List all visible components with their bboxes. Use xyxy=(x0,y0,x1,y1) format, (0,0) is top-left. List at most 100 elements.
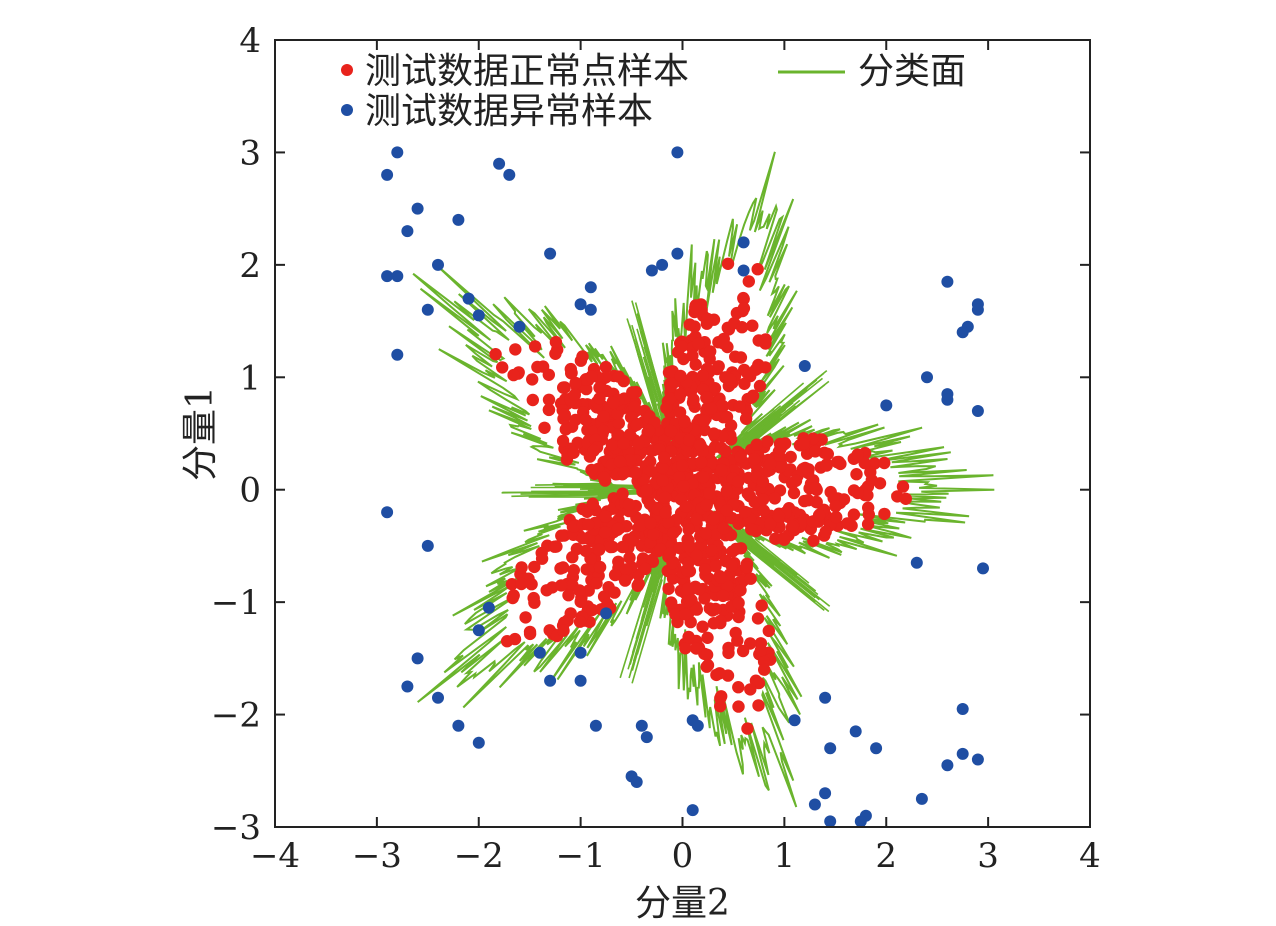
normal-point xyxy=(715,399,728,412)
normal-point xyxy=(714,692,727,705)
normal-point xyxy=(686,349,699,362)
normal-point xyxy=(662,582,675,595)
anomaly-point xyxy=(921,371,933,384)
normal-point xyxy=(567,446,580,459)
anomaly-point xyxy=(941,275,954,288)
normal-point xyxy=(585,370,598,383)
anomaly-point xyxy=(381,506,394,519)
anomaly-point xyxy=(956,703,969,715)
normal-point xyxy=(555,529,568,542)
normal-point xyxy=(622,498,636,511)
normal-point xyxy=(687,393,700,406)
normal-point xyxy=(699,527,712,540)
normal-point xyxy=(732,596,745,610)
normal-point xyxy=(737,292,750,306)
normal-point xyxy=(850,468,863,481)
boundary-spike xyxy=(715,513,819,596)
y-tick-label: 3 xyxy=(239,133,261,173)
anomaly-point xyxy=(503,168,516,181)
normal-point xyxy=(798,461,812,475)
anomaly-point xyxy=(819,787,832,800)
normal-point xyxy=(617,466,631,479)
normal-point xyxy=(810,495,823,509)
normal-point xyxy=(745,391,758,404)
normal-point xyxy=(847,508,861,521)
normal-point xyxy=(741,487,754,500)
normal-point xyxy=(740,561,753,574)
normal-point xyxy=(658,451,671,464)
normal-point xyxy=(659,506,672,519)
normal-point xyxy=(682,556,695,570)
normal-point xyxy=(725,559,738,572)
boundary-spike xyxy=(552,482,637,487)
normal-point xyxy=(623,551,636,564)
normal-point xyxy=(761,435,774,448)
normal-point xyxy=(759,333,772,346)
anomaly-point xyxy=(691,719,704,732)
normal-point xyxy=(619,563,633,576)
normal-point xyxy=(830,510,843,524)
normal-point xyxy=(556,561,570,574)
normal-point xyxy=(559,423,572,436)
normal-point xyxy=(878,507,891,521)
legend-label-anomaly: 测试数据异常样本 xyxy=(365,91,653,132)
normal-point xyxy=(735,321,749,334)
normal-point xyxy=(772,510,786,523)
normal-point xyxy=(665,596,678,609)
normal-point xyxy=(734,450,747,464)
boundary-spike xyxy=(631,324,655,401)
normal-point xyxy=(569,376,582,390)
normal-point xyxy=(590,577,603,590)
normal-point xyxy=(742,275,755,288)
normal-point xyxy=(675,340,688,353)
anomaly-point xyxy=(493,157,506,170)
normal-point xyxy=(644,517,657,530)
normal-point xyxy=(526,393,539,407)
normal-point xyxy=(608,586,621,599)
y-tick-label: −2 xyxy=(211,696,261,736)
boundary-spike xyxy=(737,532,811,592)
normal-point xyxy=(732,681,745,694)
normal-point xyxy=(750,438,763,451)
anomaly-point xyxy=(971,753,984,766)
anomaly-point xyxy=(589,719,602,732)
normal-point xyxy=(617,437,630,450)
normal-point xyxy=(607,396,620,410)
normal-point xyxy=(558,381,571,394)
anomaly-point xyxy=(391,270,404,283)
anomaly-point xyxy=(421,539,434,552)
legend-label-boundary: 分类面 xyxy=(858,51,966,92)
normal-point xyxy=(526,373,539,386)
anomaly-point xyxy=(737,236,750,249)
normal-point xyxy=(751,612,765,625)
normal-point xyxy=(734,351,748,364)
normal-point xyxy=(784,450,797,464)
anomaly-point xyxy=(462,292,475,305)
normal-point xyxy=(709,602,722,616)
y-tick-label: 4 xyxy=(239,21,261,61)
normal-point xyxy=(662,516,675,529)
anomaly-point xyxy=(977,562,989,575)
y-tick-label: −3 xyxy=(211,808,261,848)
boundary-spike xyxy=(645,571,665,627)
normal-point xyxy=(722,646,735,660)
anomaly-point xyxy=(870,742,883,755)
x-tick-label: 0 xyxy=(672,836,694,876)
normal-point xyxy=(759,361,772,374)
normal-point xyxy=(654,543,667,556)
normal-point xyxy=(701,631,714,644)
normal-point xyxy=(549,347,562,360)
normal-point xyxy=(616,540,629,554)
normal-point xyxy=(734,584,747,597)
normal-point xyxy=(706,457,719,470)
normal-point xyxy=(568,388,581,402)
normal-point xyxy=(862,501,875,514)
y-tick-label: −1 xyxy=(211,583,261,623)
normal-point xyxy=(550,540,563,553)
anomaly-points-series xyxy=(381,146,989,828)
anomaly-point xyxy=(824,742,837,755)
boundary-spike xyxy=(633,573,661,665)
x-tick-label: 3 xyxy=(977,836,999,876)
normal-point xyxy=(720,504,733,517)
normal-point xyxy=(565,366,578,380)
